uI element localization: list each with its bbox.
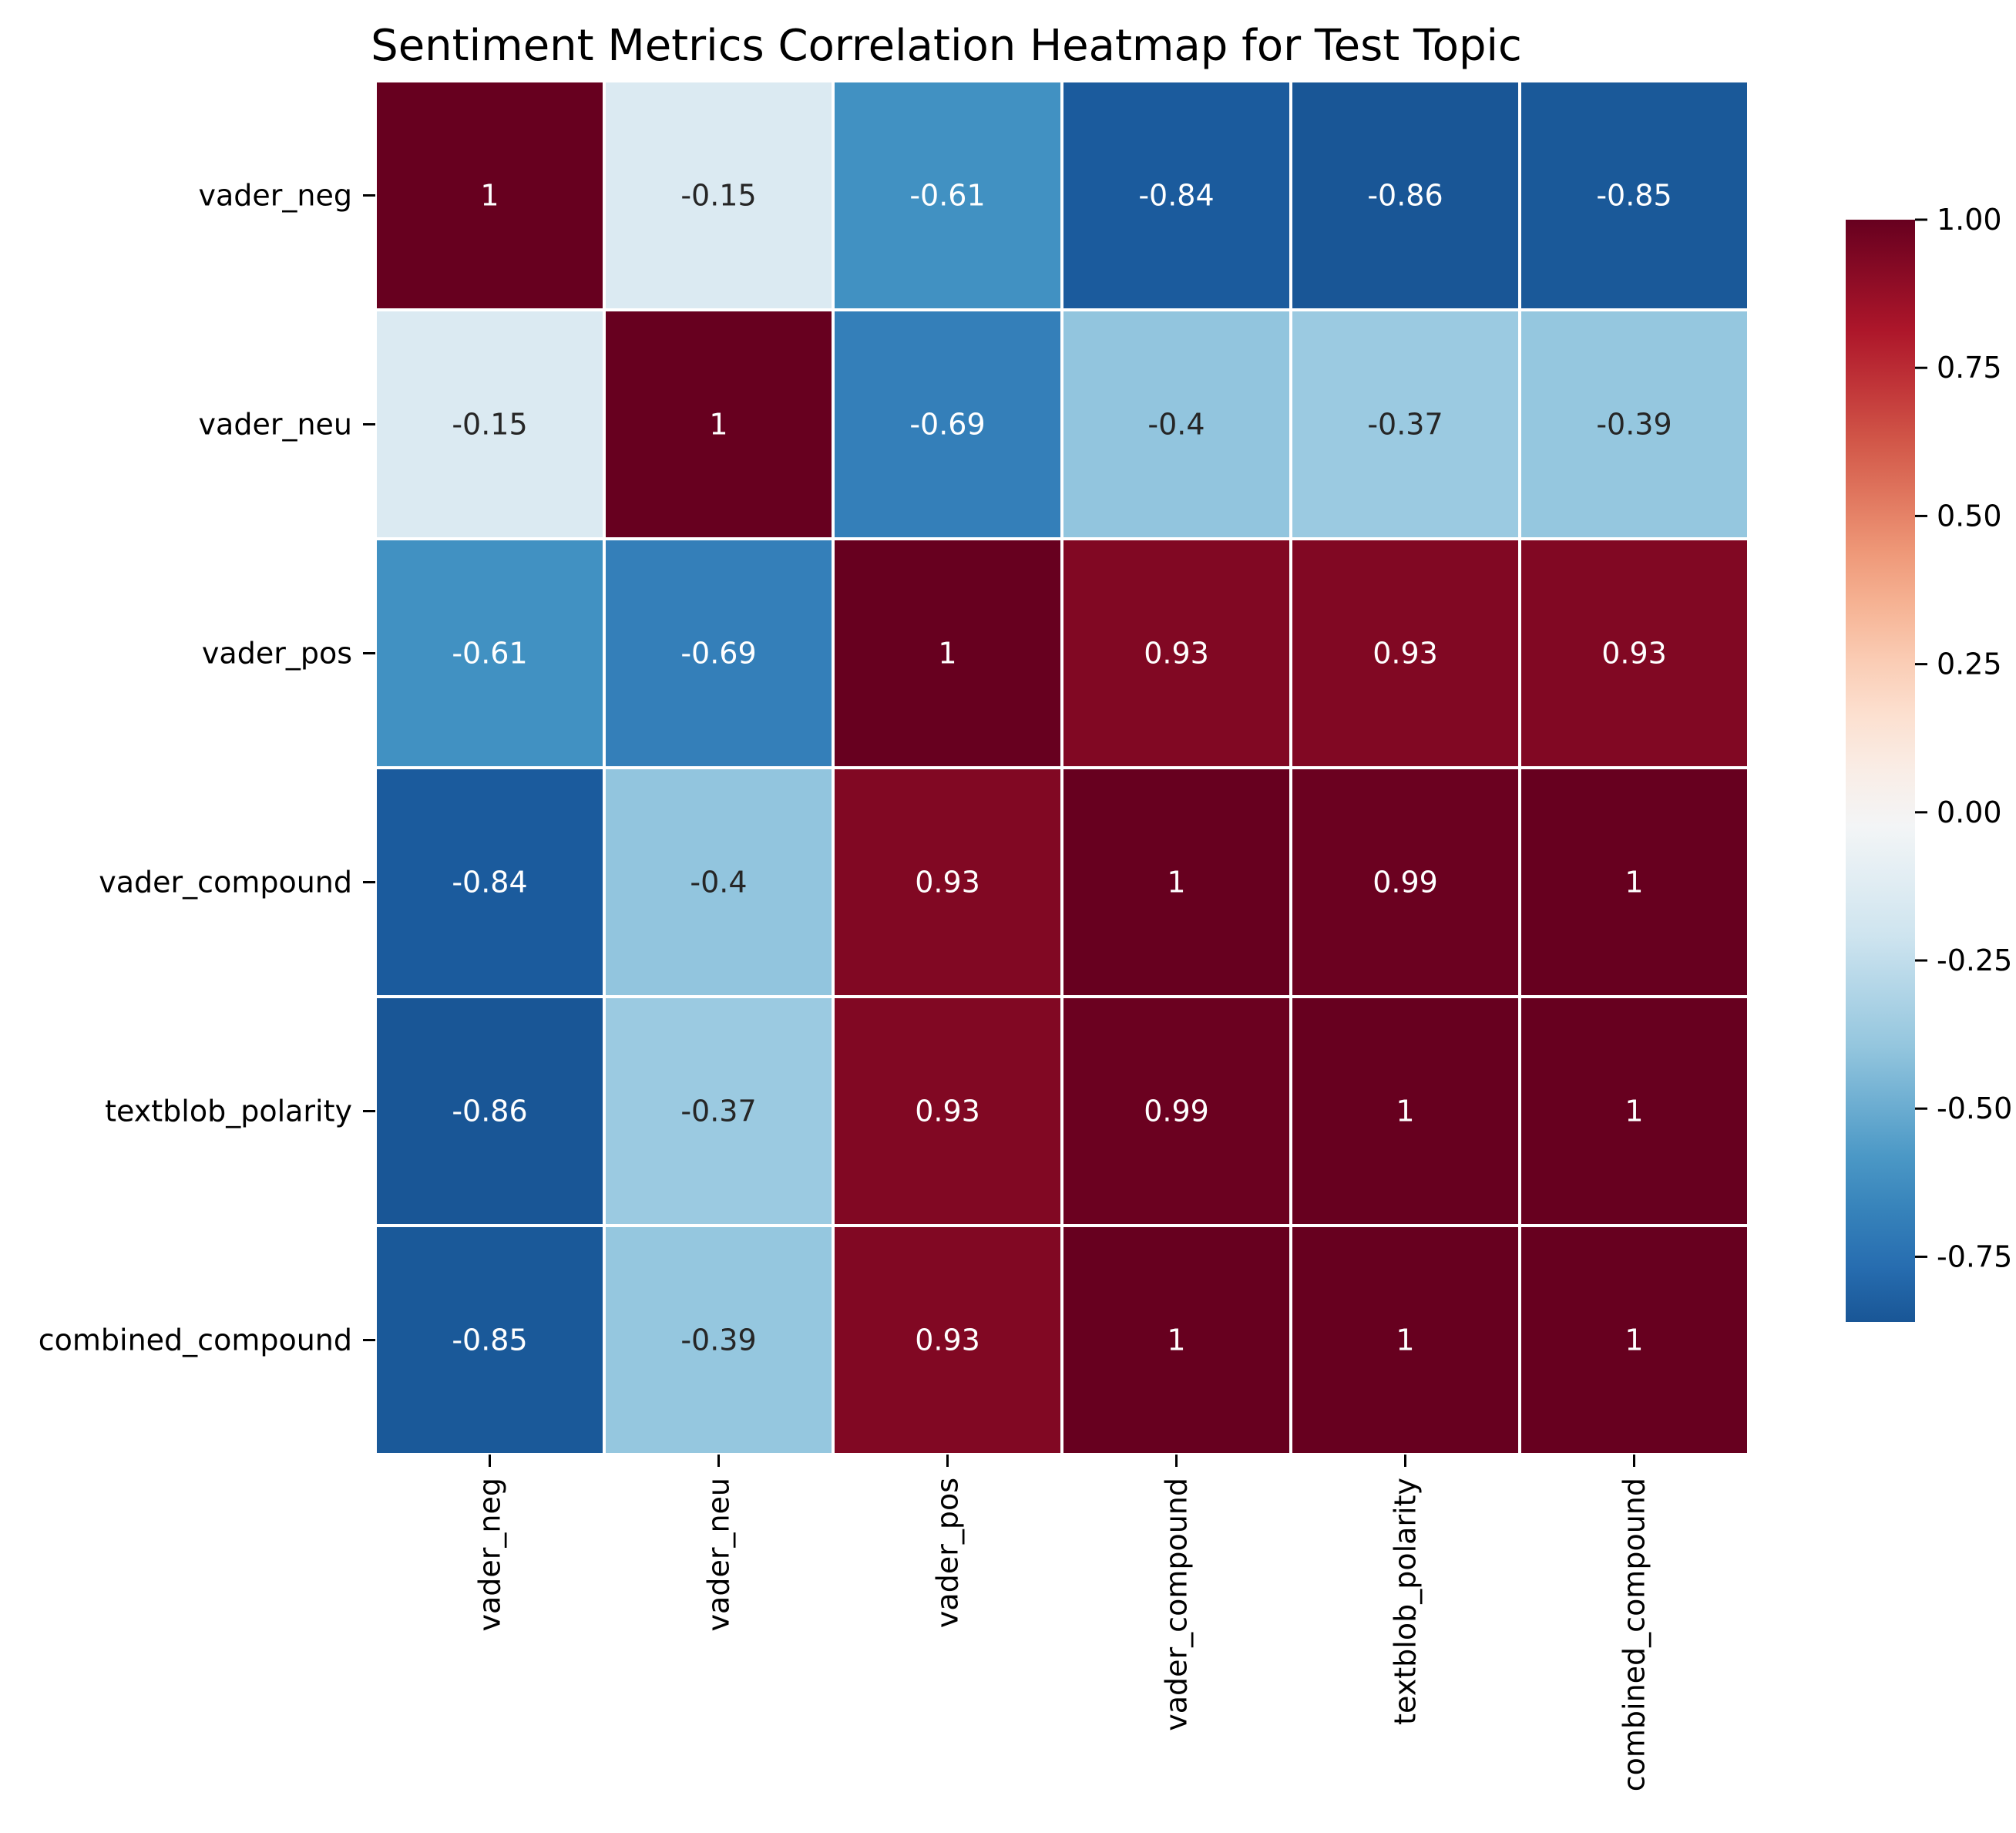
cell-value-label: 1: [938, 637, 956, 671]
heatmap-cell-combined_compound-vader_neg: [374, 1224, 606, 1456]
colorbar-gradient: [1846, 220, 1915, 1322]
heatmap-cell-vader_neg-vader_neu: [603, 79, 835, 311]
heatmap-cell-combined_compound-combined_compound: [1518, 1224, 1750, 1456]
cell-value-label: 1: [1396, 1323, 1414, 1357]
chart-title: Sentiment Metrics Correlation Heatmap fo…: [371, 21, 1522, 71]
heatmap-cell-vader_compound-vader_neg: [374, 766, 606, 998]
colorbar-tick-label: 0.25: [1937, 647, 2002, 681]
cell-value-label: 1: [1167, 866, 1185, 900]
x-tick-label-vader_neu: vader_neu: [702, 1478, 736, 1631]
cell-value-label: -0.86: [1367, 179, 1443, 213]
cell-value-label: -0.39: [1596, 408, 1672, 442]
cell-value-label: 1: [1625, 866, 1643, 900]
cell-value-label: 0.93: [915, 866, 980, 900]
heatmap-cell-vader_pos-textblob_polarity: [1289, 537, 1521, 769]
x-tick-label-vader_pos: vader_pos: [931, 1478, 965, 1628]
colorbar-tick-label: 1.00: [1937, 203, 2002, 237]
cell-value-label: -0.86: [452, 1095, 527, 1128]
y-tick-label-vader_compound: vader_compound: [99, 866, 352, 900]
x-axis-tick-labels: vader_neg vader_neu vader_pos vader_compoun…: [473, 1455, 1651, 1791]
colorbar-tick-label: -0.50: [1937, 1091, 2012, 1125]
colorbar-tick-label: 0.75: [1937, 351, 2002, 385]
heatmap-cell-vader_compound-textblob_polarity: [1289, 766, 1521, 998]
heatmap-cell-textblob_polarity-vader_neg: [374, 995, 606, 1227]
cell-value-label: -0.85: [452, 1323, 527, 1357]
cell-value-label: -0.15: [680, 179, 756, 213]
x-tick-label-combined_compound: combined_compound: [1618, 1478, 1651, 1791]
cell-value-label: -0.69: [680, 637, 756, 671]
heatmap-cell-textblob_polarity-combined_compound: [1518, 995, 1750, 1227]
cell-value-label: 0.93: [1144, 637, 1209, 671]
heatmap-cell-vader_compound-vader_pos: [832, 766, 1063, 998]
cell-value-label: -0.84: [1138, 179, 1214, 213]
heatmap-cell-vader_pos-vader_neg: [374, 537, 606, 769]
heatmap-cell-vader_pos-vader_compound: [1060, 537, 1292, 769]
heatmap-cell-vader_neg-textblob_polarity: [1289, 79, 1521, 311]
cell-value-label: -0.4: [690, 866, 747, 900]
heatmap-cell-textblob_polarity-vader_pos: [832, 995, 1063, 1227]
colorbar-tick-label: 0.50: [1937, 499, 2002, 533]
cell-value-label: -0.85: [1596, 179, 1672, 213]
heatmap-cell-vader_compound-vader_compound: [1060, 766, 1292, 998]
heatmap-cell-combined_compound-textblob_polarity: [1289, 1224, 1521, 1456]
x-tick-label-vader_neg: vader_neg: [473, 1478, 507, 1631]
y-axis-tick-labels: vader_neg vader_neu vader_pos vader_compoun…: [39, 179, 375, 1357]
cell-value-label: -0.4: [1147, 408, 1205, 442]
cell-value-label: 1: [480, 179, 499, 213]
heatmap-cell-vader_compound-vader_neu: [603, 766, 835, 998]
cell-value-label: 0.93: [1601, 637, 1667, 671]
heatmap-cell-textblob_polarity-textblob_polarity: [1289, 995, 1521, 1227]
cell-value-label: -0.37: [680, 1095, 756, 1128]
cell-value-label: -0.84: [452, 866, 527, 900]
x-tick-label-vader_compound: vader_compound: [1160, 1478, 1194, 1731]
cell-value-label: -0.69: [909, 408, 985, 442]
y-tick-label-textblob_polarity: textblob_polarity: [105, 1095, 352, 1128]
y-tick-label-vader_neu: vader_neu: [199, 408, 352, 442]
cell-value-label: 1: [1625, 1095, 1643, 1128]
cell-value-label: 0.93: [915, 1323, 980, 1357]
cell-value-label: 0.99: [1144, 1095, 1209, 1128]
heatmap-cell-vader_neg-combined_compound: [1518, 79, 1750, 311]
heatmap-cell-vader_neu-combined_compound: [1518, 308, 1750, 540]
colorbar-tick-label: -0.75: [1937, 1239, 2012, 1273]
heatmap-cell-textblob_polarity-vader_compound: [1060, 995, 1292, 1227]
cell-value-label: -0.15: [452, 408, 527, 442]
heatmap-cell-vader_compound-combined_compound: [1518, 766, 1750, 998]
cell-value-label: 0.93: [1373, 637, 1438, 671]
x-tick-label-textblob_polarity: textblob_polarity: [1389, 1478, 1423, 1725]
colorbar: 1.00 0.75 0.50 0.25 0.00 -0.25 -0.50 -0.75: [1846, 203, 2012, 1322]
heatmap-cell-vader_neu-vader_compound: [1060, 308, 1292, 540]
heatmap-cell-vader_neg-vader_pos: [832, 79, 1063, 311]
heatmap-cell-vader_neu-vader_neu: [603, 308, 835, 540]
cell-value-label: 1: [1625, 1323, 1643, 1357]
colorbar-tick-label: -0.25: [1937, 943, 2012, 977]
cell-value-label: 0.99: [1373, 866, 1438, 900]
heatmap-cells: [374, 79, 1750, 1456]
heatmap-cell-vader_neg-vader_neg: [374, 79, 606, 311]
cell-value-label: 0.93: [915, 1095, 980, 1128]
y-tick-label-vader_pos: vader_pos: [202, 637, 352, 671]
cell-value-label: -0.61: [452, 637, 527, 671]
heatmap-cell-vader_pos-vader_neu: [603, 537, 835, 769]
cell-value-label: 1: [709, 408, 727, 442]
cell-value-label: 1: [1396, 1095, 1414, 1128]
colorbar-tick-label: 0.00: [1937, 795, 2002, 829]
cell-annotations: 1 -0.15 -0.61 -0.84 -0.86 -0.85 -0.15 1 -0.69 -0.…: [452, 179, 1672, 1357]
y-tick-label-vader_neg: vader_neg: [199, 179, 352, 213]
y-tick-label-combined_compound: combined_compound: [39, 1323, 352, 1357]
heatmap-cell-vader_pos-combined_compound: [1518, 537, 1750, 769]
cell-value-label: -0.39: [680, 1323, 756, 1357]
heatmap-cell-vader_neg-vader_compound: [1060, 79, 1292, 311]
cell-value-label: -0.61: [909, 179, 985, 213]
cell-value-label: 1: [1167, 1323, 1185, 1357]
cell-value-label: -0.37: [1367, 408, 1443, 442]
